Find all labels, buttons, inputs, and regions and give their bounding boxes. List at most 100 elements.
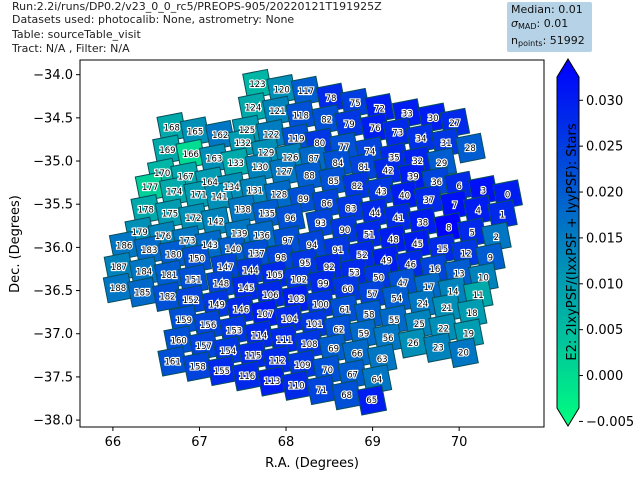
patch-label-13: 13: [454, 269, 465, 279]
colorbar-tick-label: 0.030: [586, 94, 623, 109]
patch-label-20: 20: [458, 349, 469, 359]
patch-label-172: 172: [185, 214, 201, 224]
patch-label-142: 142: [208, 217, 224, 227]
patch-label-110: 110: [288, 382, 304, 392]
patch-label-48: 48: [388, 236, 399, 246]
patch-label-182: 182: [159, 293, 175, 303]
patch-label-95: 95: [300, 259, 311, 269]
patch-label-21: 21: [442, 304, 453, 314]
patch-label-104: 104: [281, 315, 297, 325]
patch-label-43: 43: [376, 187, 387, 197]
patch-label-169: 169: [159, 146, 175, 156]
y-tick-label: −35.0: [33, 155, 73, 170]
patch-label-82: 82: [321, 116, 332, 126]
patch-label-98: 98: [275, 254, 286, 264]
patch-label-70: 70: [322, 366, 333, 376]
patch-label-135: 135: [259, 210, 275, 220]
header-run-line: Run:2.2i/runs/DP0.2/v23_0_0_rc5/PREOPS-9…: [12, 0, 382, 13]
patch-label-23: 23: [433, 344, 444, 354]
stats-n-sub: points: [517, 39, 543, 48]
patch-label-26: 26: [408, 339, 419, 349]
y-tick-label: −37.5: [33, 370, 73, 385]
patch-label-179: 179: [132, 228, 148, 238]
patch-label-81: 81: [359, 163, 370, 173]
patch-label-163: 163: [206, 154, 222, 164]
patch-label-111: 111: [276, 336, 292, 346]
patch-label-125: 125: [239, 126, 255, 136]
colorbar-tick-label: 0.000: [586, 369, 623, 384]
patch-label-79: 79: [344, 120, 355, 130]
patch-label-180: 180: [165, 250, 181, 260]
patch-label-146: 146: [233, 306, 249, 316]
patch-label-16: 16: [430, 265, 441, 275]
patch-label-0: 0: [505, 191, 510, 201]
patch-label-106: 106: [262, 291, 278, 301]
patch-label-61: 61: [339, 306, 350, 316]
patch-label-183: 183: [141, 246, 157, 256]
y-tick-label: −36.5: [33, 284, 73, 299]
patch-label-67: 67: [347, 370, 358, 380]
patch-label-52: 52: [357, 251, 368, 261]
patch-20: [448, 337, 479, 369]
patch-label-105: 105: [267, 271, 283, 281]
y-tick-label: −34.5: [33, 111, 73, 126]
patch-label-4: 4: [475, 206, 480, 216]
patch-label-25: 25: [414, 320, 425, 330]
patch-18: [456, 297, 488, 329]
stats-n-value: : 51992: [542, 34, 585, 47]
patch-label-18: 18: [467, 309, 478, 319]
y-axis: −34.0 −34.5 −35.0 −35.5 −36.0 −36.5 −37.0 −37.5…: [33, 68, 80, 429]
patch-label-188: 188: [110, 284, 126, 294]
patch-label-97: 97: [282, 236, 293, 246]
patch-label-51: 51: [364, 230, 375, 240]
patch-label-129: 129: [258, 148, 274, 158]
patch-label-49: 49: [381, 256, 392, 266]
patch-label-12: 12: [461, 249, 472, 259]
patch-label-156: 156: [200, 321, 216, 331]
patch-label-28: 28: [465, 144, 476, 154]
patch-label-126: 126: [282, 154, 298, 164]
colorbar-tick-label: 0.020: [586, 186, 623, 201]
patch-label-1: 1: [500, 211, 505, 221]
patch-label-120: 120: [274, 85, 290, 95]
x-tick-label: 67: [191, 435, 208, 450]
patch-65: [356, 384, 388, 416]
patch-label-184: 184: [136, 268, 152, 278]
patch-label-118: 118: [293, 111, 309, 121]
patch-label-54: 54: [391, 294, 402, 304]
y-tick-label: −35.5: [33, 198, 73, 213]
patch-label-3: 3: [481, 186, 486, 196]
patch-label-92: 92: [324, 263, 335, 273]
patch-label-107: 107: [257, 310, 273, 320]
patch-label-130: 130: [252, 163, 268, 173]
patch-28: [455, 132, 486, 164]
patch-label-165: 165: [187, 128, 203, 138]
patch-label-157: 157: [196, 342, 212, 352]
patch-label-131: 131: [247, 186, 263, 196]
y-tick-label: −38.0: [33, 414, 73, 429]
patch-label-40: 40: [399, 192, 410, 202]
patch-label-65: 65: [366, 396, 377, 406]
patch-label-121: 121: [269, 107, 285, 117]
patch-label-24: 24: [417, 300, 428, 310]
header-table-line: Table: sourceTable_visit: [12, 28, 141, 41]
patch-label-117: 117: [298, 87, 314, 97]
patch-label-139: 139: [231, 230, 247, 240]
patch-label-9: 9: [488, 254, 493, 264]
patch-label-83: 83: [346, 205, 357, 215]
patch-label-147: 147: [217, 263, 233, 273]
patch-label-168: 168: [164, 123, 180, 133]
patch-label-10: 10: [478, 274, 489, 284]
patch-label-151: 151: [185, 275, 201, 285]
stats-n-symbol: n: [511, 34, 518, 47]
patch-label-96: 96: [285, 214, 296, 224]
patch-label-36: 36: [431, 178, 442, 188]
patch-label-44: 44: [370, 209, 381, 219]
patch-label-15: 15: [437, 245, 448, 255]
patch-label-123: 123: [249, 80, 265, 90]
patch-label-63: 63: [377, 355, 388, 365]
patch-label-159: 159: [176, 316, 192, 326]
stats-sigma-value: : 0.01: [536, 17, 569, 30]
patch-label-114: 114: [251, 331, 267, 341]
patch-label-57: 57: [367, 290, 378, 300]
